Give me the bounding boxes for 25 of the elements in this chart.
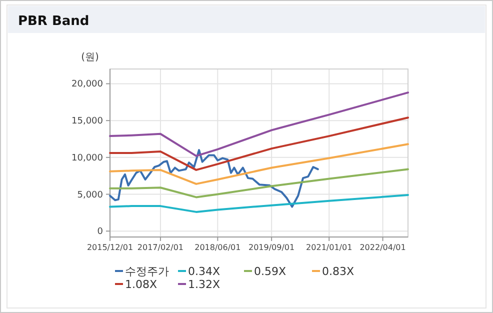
line-series bbox=[109, 149, 319, 208]
y-axis-title: (원) bbox=[81, 52, 99, 63]
line-series bbox=[109, 92, 409, 157]
y-tick-label: 0 bbox=[97, 227, 104, 238]
y-tick-label: 5,000 bbox=[77, 190, 104, 200]
legend-label: 0.34X bbox=[188, 265, 220, 278]
chart-title: PBR Band bbox=[18, 14, 90, 29]
legend-label: 수정주가 bbox=[125, 265, 169, 278]
legend-label: 1.08X bbox=[125, 278, 158, 291]
line-series bbox=[109, 168, 409, 198]
x-tick-label: 2021/01/01 bbox=[306, 243, 352, 252]
legend-label: 0.83X bbox=[322, 265, 354, 278]
x-tick-label: 2022/04/01 bbox=[360, 243, 406, 252]
y-tick-label: 10,000 bbox=[72, 153, 104, 164]
legend-label: 0.59X bbox=[254, 265, 286, 278]
x-tick-label: 2015/12/01 bbox=[86, 243, 134, 252]
x-tick-label: 2019/09/01 bbox=[248, 243, 295, 252]
x-tick-label: 2018/06/01 bbox=[194, 243, 241, 252]
line-series bbox=[109, 143, 409, 185]
line-series bbox=[109, 194, 409, 213]
y-tick-label: 15,000 bbox=[72, 116, 104, 127]
x-tick-label: 2017/02/01 bbox=[137, 243, 184, 252]
line-series bbox=[109, 116, 409, 171]
y-tick-label: 20,000 bbox=[72, 80, 104, 90]
legend-label: 1.32X bbox=[188, 278, 220, 291]
